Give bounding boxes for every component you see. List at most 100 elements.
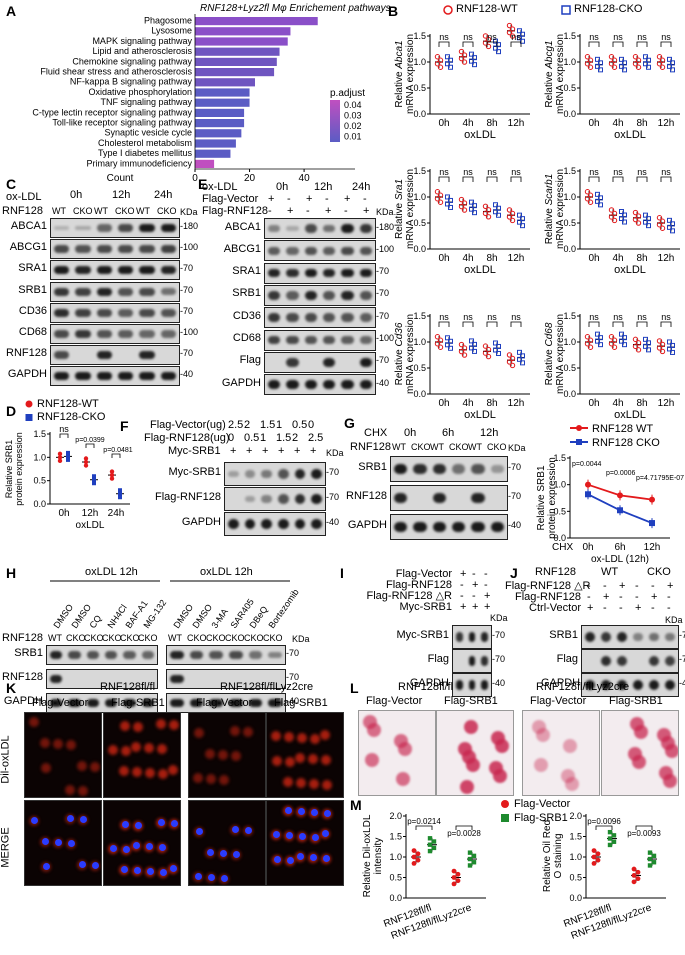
wt-point [482, 203, 489, 210]
m-srb-point [607, 829, 613, 835]
b-xtick: 4h [462, 398, 473, 409]
blot-strip [50, 324, 180, 344]
wt-point [632, 61, 639, 67]
d-ytick-label: 0.5 [33, 476, 46, 486]
c-kda: KDa [180, 207, 198, 217]
wt-point [437, 344, 444, 350]
protein-band [54, 245, 70, 254]
ns-bracket [636, 176, 648, 182]
gene-ylabel-suffix: mRNA expression [555, 314, 566, 394]
cell-signal [145, 768, 155, 778]
wt-point [509, 355, 516, 362]
m-srb-point [651, 853, 657, 859]
d-p2: p=0.0481 [103, 447, 132, 454]
nucleus [221, 875, 228, 882]
pathway-bar [195, 27, 291, 36]
wt-point [632, 343, 639, 350]
cko-point [496, 350, 501, 356]
ns-label: ns [613, 32, 623, 42]
h-geno1: CKO [138, 633, 158, 643]
j-sign: - [667, 591, 671, 603]
protein-band [141, 698, 154, 708]
row-label: ABCA1 [10, 220, 47, 232]
protein-band [139, 223, 155, 233]
wt-point [506, 359, 513, 365]
h-hdr2: oxLDL 12h [200, 566, 253, 578]
m-srb-point [611, 833, 617, 838]
f-myc-val: + [294, 445, 301, 457]
cko-point [598, 342, 603, 348]
blot-strip [581, 649, 679, 673]
m-srb-point [467, 863, 473, 868]
mw-marker: -70 [679, 630, 685, 640]
protein-band [160, 330, 176, 338]
cko-point [445, 61, 450, 67]
protein-band [229, 698, 243, 708]
m-srb-point [607, 842, 613, 848]
wt-point [632, 209, 639, 216]
cko-point [445, 201, 450, 207]
pathway-bar [195, 78, 255, 87]
protein-band [170, 650, 184, 660]
cko-point [646, 216, 651, 222]
b-xtick: 4h [612, 398, 623, 409]
protein-band [286, 246, 299, 255]
ns-label: ns [439, 32, 449, 42]
protein-band [617, 632, 627, 642]
b-xtick: 0h [438, 253, 449, 264]
i-sign: + [472, 601, 479, 613]
cko-point [520, 223, 525, 229]
protein-band [286, 225, 299, 232]
d-wt-point [57, 458, 63, 464]
pathway-bar [195, 98, 250, 107]
cell-signal [119, 766, 129, 776]
a-legend-value: 0.03 [344, 111, 362, 121]
protein-band [105, 698, 118, 708]
cell-signal [66, 740, 76, 750]
wt-point [608, 54, 615, 60]
m-vec-point [631, 866, 637, 872]
a-legend-gradient [330, 100, 340, 142]
m-ytick-label: 0.5 [389, 873, 402, 883]
cko-point [472, 341, 477, 347]
protein-band [96, 351, 112, 360]
b-ytick-label: 0.5 [563, 83, 576, 93]
stained-cell [532, 720, 546, 734]
cko-point [448, 338, 453, 344]
b-ytick-label: 1.0 [413, 192, 426, 202]
c-geno-label: RNF128 [2, 205, 43, 217]
pathway-bar [195, 129, 242, 138]
wt-point [656, 61, 663, 67]
protein-band [278, 494, 289, 504]
protein-band [481, 632, 488, 642]
f-myc-val: + [278, 445, 285, 457]
row-label: GAPDH [409, 677, 449, 689]
protein-band [311, 494, 322, 504]
cko-point [622, 219, 627, 225]
protein-band [359, 224, 372, 233]
protein-band [96, 287, 112, 296]
cell-signal [230, 726, 240, 736]
e-vec-sign: - [287, 193, 291, 205]
protein-band [189, 650, 204, 660]
ns-bracket [660, 176, 672, 182]
f-rnf-val: 0.5 [244, 432, 260, 444]
nucleus [220, 850, 227, 857]
protein-band [394, 463, 408, 475]
mw-marker: -100 [180, 242, 199, 253]
wt-point [437, 337, 444, 343]
legend-cko: RNF128-CKO [574, 3, 643, 15]
j-sign: - [667, 602, 671, 614]
blot-strip [224, 462, 326, 486]
panel-label-m: M [350, 797, 362, 813]
gene-ylabel: Relative Cd36 [394, 322, 405, 385]
m-ytick-label: 1.5 [569, 832, 582, 842]
ns-bracket [462, 321, 474, 327]
wt-point [434, 189, 441, 195]
h-geno-label: RNF128 [2, 632, 43, 644]
wt-point [587, 337, 594, 343]
cko-point [643, 343, 648, 349]
stained-cell [663, 774, 677, 788]
row-label: CD36 [232, 309, 261, 322]
